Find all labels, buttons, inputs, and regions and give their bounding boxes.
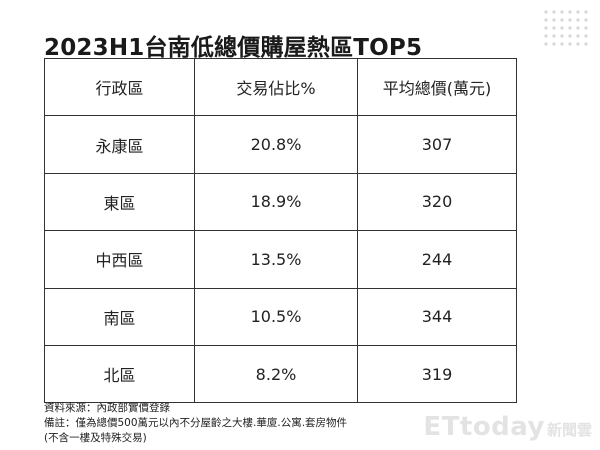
chart-title: 2023H1台南低總價購屋熱區TOP5 [44, 35, 423, 61]
logo-text: ETtoday [423, 412, 545, 442]
cell-share: 18.9% [194, 172, 358, 232]
data-table: 行政區 交易佔比% 平均總價(萬元) 永康區 20.8% 307 東區 18.9… [44, 57, 517, 404]
cell-share: 13.5% [194, 230, 358, 289]
table-row: 北區 8.2% 319 [44, 344, 517, 404]
cell-share: 20.8% [194, 115, 358, 174]
cell-avg-price: 319 [357, 344, 517, 404]
ettoday-watermark-logo: ETtoday 新聞雲 [423, 412, 592, 442]
logo-suffix: 新聞雲 [546, 421, 592, 439]
column-header-share: 交易佔比% [194, 57, 358, 117]
source-note: 資料來源：內政部實價登錄 [44, 402, 170, 414]
cell-district: 中西區 [44, 230, 195, 289]
table-row: 永康區 20.8% 307 [44, 115, 517, 174]
decorative-dot-grid [542, 8, 590, 48]
cell-share: 10.5% [194, 287, 358, 346]
footer-notes: 資料來源：內政部實價登錄 備註：僅為總價500萬元以內不分屋齡之大樓.華廈.公寓… [44, 401, 347, 446]
cell-district: 北區 [44, 344, 195, 404]
table-header-row: 行政區 交易佔比% 平均總價(萬元) [44, 57, 517, 117]
column-header-avg-price: 平均總價(萬元) [357, 57, 517, 117]
cell-share: 8.2% [194, 344, 358, 404]
cell-district: 永康區 [44, 115, 195, 174]
cell-district: 南區 [44, 287, 195, 346]
remark-note-2: (不含一樓及特殊交易) [44, 432, 147, 444]
cell-avg-price: 320 [357, 172, 517, 232]
cell-avg-price: 307 [357, 115, 517, 174]
column-header-district: 行政區 [44, 57, 195, 117]
cell-avg-price: 344 [357, 287, 517, 346]
table-row: 東區 18.9% 320 [44, 172, 517, 232]
table-row: 南區 10.5% 344 [44, 287, 517, 346]
table-row: 中西區 13.5% 244 [44, 230, 517, 289]
cell-district: 東區 [44, 172, 195, 232]
cell-avg-price: 244 [357, 230, 517, 289]
remark-note: 備註：僅為總價500萬元以內不分屋齡之大樓.華廈.公寓.套房物件 [44, 417, 348, 429]
